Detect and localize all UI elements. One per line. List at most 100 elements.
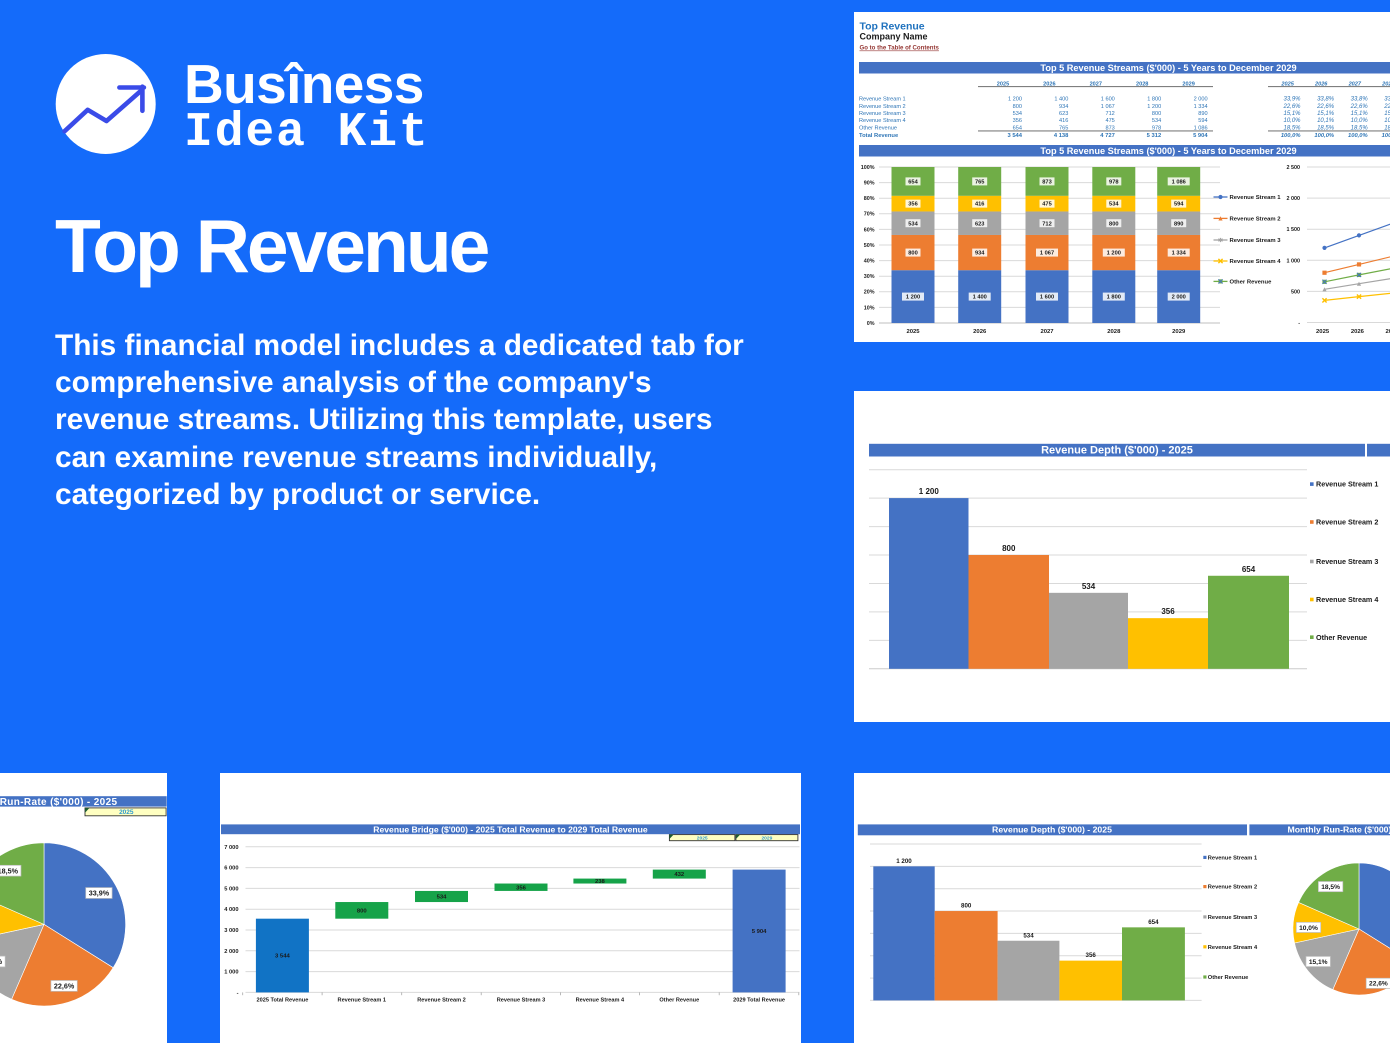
svg-text:100,0%: 100,0% [1281,133,1301,139]
svg-text:978: 978 [1109,180,1119,186]
svg-text:712: 712 [1042,221,1052,227]
svg-text:356: 356 [908,202,918,208]
svg-text:Revenue Stream 4: Revenue Stream 4 [1208,945,1258,951]
svg-text:534: 534 [1109,202,1119,208]
svg-text:1 067: 1 067 [1040,251,1054,257]
svg-text:Revenue Stream 2: Revenue Stream 2 [1230,217,1282,223]
svg-text:18,5%: 18,5% [1317,125,1335,131]
svg-text:534: 534 [1152,118,1161,124]
svg-text:Company Name: Company Name [860,32,928,42]
svg-text:356: 356 [1161,607,1175,616]
svg-text:2029 Total Revenue: 2029 Total Revenue [733,997,785,1003]
svg-text:1 400: 1 400 [973,295,987,301]
svg-text:1 600: 1 600 [1101,97,1115,103]
svg-text:1 086: 1 086 [1172,180,1186,186]
svg-text:Revenue Stream 2: Revenue Stream 2 [417,997,466,1003]
svg-text:-: - [237,990,239,996]
svg-text:20%: 20% [864,290,875,296]
svg-text:2027: 2027 [1040,329,1054,335]
svg-text:15,1%: 15,1% [1351,111,1369,117]
svg-text:100,0%: 100,0% [1314,133,1334,139]
svg-text:5 904: 5 904 [752,929,767,935]
svg-text:2026: 2026 [1043,82,1055,88]
svg-text:356: 356 [516,885,527,891]
svg-text:416: 416 [975,202,985,208]
svg-text:5 000: 5 000 [224,886,238,892]
svg-text:Revenue Stream 4: Revenue Stream 4 [1316,595,1378,604]
svg-text:1 067: 1 067 [1101,104,1115,110]
svg-text:356: 356 [1013,118,1022,124]
svg-text:Revenue Depth ($'000) - 2025: Revenue Depth ($'000) - 2025 [992,825,1112,835]
svg-text:90%: 90% [864,181,875,187]
svg-text:Top 5 Revenue Streams ($'000): Top 5 Revenue Streams ($'000) - 5 Years … [1040,63,1296,73]
svg-text:22,6%: 22,6% [1383,104,1390,110]
svg-text:594: 594 [1198,118,1207,124]
svg-text:22,6%: 22,6% [1282,104,1301,110]
svg-text:30%: 30% [864,274,875,280]
svg-text:Other Revenue: Other Revenue [1230,280,1273,286]
svg-text:100%: 100% [861,165,875,171]
svg-text:4 000: 4 000 [224,907,238,913]
svg-text:1 200: 1 200 [919,487,940,496]
svg-text:1 200: 1 200 [1107,251,1121,257]
svg-text:Revenue Stream 2: Revenue Stream 2 [859,104,906,110]
svg-text:2026: 2026 [1351,329,1365,335]
svg-text:765: 765 [1059,125,1068,131]
svg-text:2027: 2027 [1090,82,1102,88]
svg-text:2029: 2029 [1182,82,1194,88]
svg-text:4 727: 4 727 [1100,133,1115,139]
svg-text:432: 432 [674,872,685,878]
svg-text:873: 873 [1042,180,1052,186]
svg-text:Other Revenue: Other Revenue [659,997,699,1003]
svg-text:1 800: 1 800 [1107,295,1121,301]
svg-text:2 000: 2 000 [1194,97,1208,103]
svg-text:Revenue Stream 1: Revenue Stream 1 [859,97,906,103]
svg-text:416: 416 [1059,118,1068,124]
svg-text:1 200: 1 200 [1008,97,1022,103]
svg-text:Revenue Stream 3: Revenue Stream 3 [497,997,546,1003]
svg-text:Revenue Depth ($'000) - 2025: Revenue Depth ($'000) - 2025 [1041,445,1193,457]
svg-text:Revenue Stream 3: Revenue Stream 3 [1208,915,1257,921]
svg-text:100,0%: 100,0% [1348,133,1368,139]
svg-text:1 200: 1 200 [896,858,912,865]
svg-text:10,0%: 10,0% [1299,925,1318,932]
svg-text:2 500: 2 500 [1287,165,1301,171]
svg-text:534: 534 [1023,932,1034,939]
svg-text:-: - [1298,321,1300,327]
svg-text:18,5%: 18,5% [1321,884,1340,891]
svg-text:2 000: 2 000 [224,949,238,955]
svg-text:5 312: 5 312 [1147,133,1162,139]
svg-text:1 500: 1 500 [1287,227,1301,233]
svg-text:Revenue Stream 1: Revenue Stream 1 [338,997,387,1003]
svg-text:Revenue Bridge ($'000) - 2025: Revenue Bridge ($'000) - 2025 Total Reve… [373,824,648,834]
svg-text:10%: 10% [864,305,875,311]
svg-text:654: 654 [908,180,918,186]
svg-text:2025: 2025 [697,836,708,842]
svg-text:475: 475 [1105,118,1114,124]
svg-text:654: 654 [1013,125,1022,131]
svg-text:80%: 80% [864,196,875,202]
svg-text:2028: 2028 [1136,82,1148,88]
svg-text:2025 Total Revenue: 2025 Total Revenue [256,997,308,1003]
svg-text:3 000: 3 000 [224,928,238,934]
svg-text:800: 800 [1002,544,1016,553]
svg-text:60%: 60% [864,227,875,233]
svg-text:3 544: 3 544 [275,954,290,960]
svg-text:1 086: 1 086 [1194,125,1208,131]
svg-text:Revenue Stream 3: Revenue Stream 3 [859,111,906,117]
svg-text:1 334: 1 334 [1172,251,1187,257]
svg-text:2028: 2028 [1381,82,1390,88]
svg-text:800: 800 [1013,104,1022,110]
svg-text:2 000: 2 000 [1172,295,1186,301]
svg-text:2025: 2025 [1280,82,1294,88]
svg-text:15,1%: 15,1% [0,957,3,966]
svg-text:3 544: 3 544 [1007,133,1022,139]
svg-text:18,5%: 18,5% [1351,125,1369,131]
svg-text:18,4%: 18,4% [1384,125,1390,131]
svg-text:Revenue Stream 2: Revenue Stream 2 [1316,518,1378,527]
svg-text:800: 800 [1109,221,1119,227]
svg-text:800: 800 [357,909,368,915]
svg-text:2 000: 2 000 [1287,196,1301,202]
svg-text:978: 978 [1152,125,1161,131]
svg-text:40%: 40% [864,259,875,265]
